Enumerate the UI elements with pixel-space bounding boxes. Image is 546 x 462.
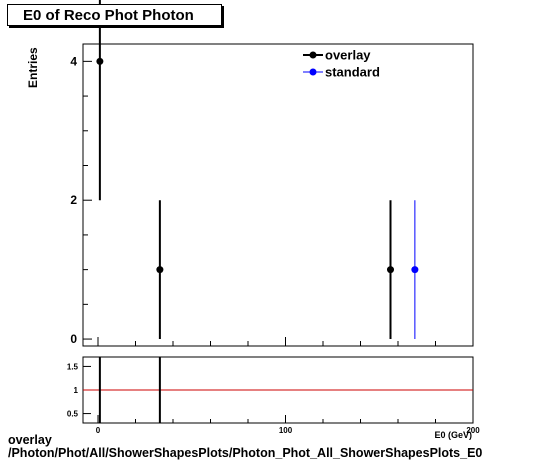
- legend-marker-overlay: [309, 51, 317, 59]
- y-tick-label: 2: [70, 193, 77, 207]
- chart-title: E0 of Reco Phot Photon: [23, 6, 194, 24]
- x-tick-label: 100: [279, 426, 293, 435]
- main-plot-frame: [82, 43, 474, 347]
- legend-label-standard: standard: [325, 65, 380, 80]
- chart-title-box: E0 of Reco Phot Photon: [7, 4, 222, 26]
- ratio-y-tick-label: 1.5: [67, 362, 79, 371]
- data-point-overlay: [387, 266, 394, 274]
- y-axis-label: Entries: [26, 47, 40, 88]
- data-point-standard: [411, 266, 419, 274]
- data-point-overlay: [96, 57, 104, 65]
- footer-label: overlay: [8, 433, 52, 447]
- legend: overlay standard: [303, 48, 380, 80]
- legend-marker-standard: [309, 68, 317, 76]
- data-point-overlay: [156, 266, 164, 274]
- x-axis-label: E0 (GeV): [434, 430, 472, 440]
- x-tick-label: 200: [466, 426, 480, 435]
- x-tick-label: 0: [96, 426, 101, 435]
- legend-label-overlay: overlay: [325, 48, 371, 63]
- y-tick-label: 0: [70, 332, 77, 346]
- y-tick-label: 4: [70, 54, 77, 68]
- ratio-y-tick-label: 0.5: [67, 410, 79, 419]
- ratio-y-tick-label: 1: [74, 386, 79, 395]
- footer-path: /Photon/Phot/All/ShowerShapesPlots/Photo…: [8, 446, 483, 460]
